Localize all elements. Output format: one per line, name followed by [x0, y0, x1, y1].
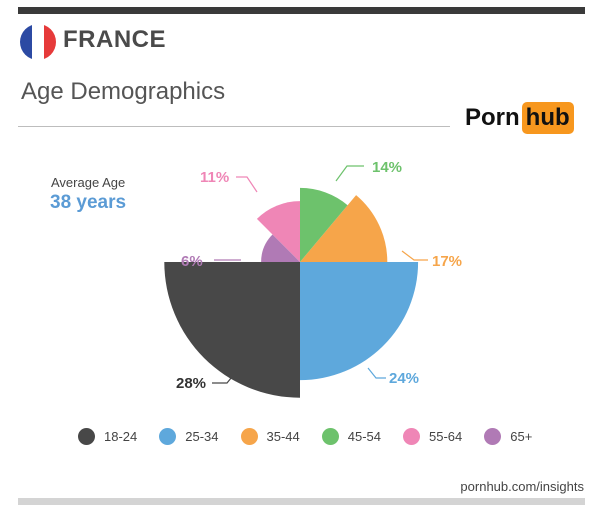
leader-line-35-44 [401, 250, 428, 261]
legend-item-55-64: 55-64 [403, 428, 462, 445]
label-18-24: 28% [176, 375, 206, 392]
slice-45-54 [300, 187, 348, 262]
page-subtitle: Age Demographics [21, 78, 226, 105]
country-title: FRANCE [63, 26, 166, 53]
legend-label: 45-54 [347, 429, 381, 444]
legend-item-35-44: 35-44 [240, 428, 300, 445]
slice-65-plus [261, 234, 300, 262]
legend-item-25-34: 25-34 [159, 428, 219, 445]
average-age-label: Average Age [51, 175, 126, 190]
leader-line-55-64 [236, 176, 258, 193]
average-age-value: 38 years [50, 192, 127, 213]
brand-logo: Porn hub [465, 101, 574, 135]
label-45-54: 14% [372, 159, 402, 176]
legend-item-45-54: 45-54 [321, 428, 381, 445]
chart-legend: 18-24 25-34 35-44 45-54 55-64 65+ [78, 428, 554, 445]
footer-url: pornhub.com/insights [460, 479, 584, 494]
legend-swatch [403, 428, 420, 445]
legend-label: 18-24 [104, 429, 138, 444]
legend-swatch [240, 428, 258, 445]
slice-55-64 [256, 201, 300, 262]
logo-text-right: hub [521, 102, 574, 134]
leader-line-45-54 [335, 165, 364, 182]
label-55-64: 11% [200, 169, 229, 186]
legend-item-18-24: 18-24 [78, 428, 137, 445]
header-divider [18, 126, 450, 127]
leader-line-18-24 [212, 371, 237, 384]
legend-label: 65+ [510, 429, 533, 444]
label-35-44: 17% [432, 253, 462, 270]
legend-label: 35-44 [266, 429, 300, 444]
legend-swatch [159, 428, 177, 445]
slice-35-44 [300, 195, 388, 262]
top-bar [18, 7, 585, 14]
slice-25-34 [300, 262, 419, 381]
legend-swatch [321, 428, 339, 445]
logo-text-left: Porn [465, 104, 520, 131]
label-65-plus: 6% [181, 253, 203, 270]
legend-swatch [484, 428, 502, 445]
slice-18-24 [164, 262, 300, 398]
legend-swatch [78, 428, 95, 445]
legend-label: 55-64 [429, 429, 463, 444]
legend-label: 25-34 [185, 429, 219, 444]
leader-line-25-34 [367, 367, 386, 379]
label-25-34: 24% [389, 370, 419, 387]
bottom-bar [18, 498, 585, 505]
france-flag-icon [20, 24, 56, 60]
legend-item-65-plus: 65+ [484, 428, 532, 445]
